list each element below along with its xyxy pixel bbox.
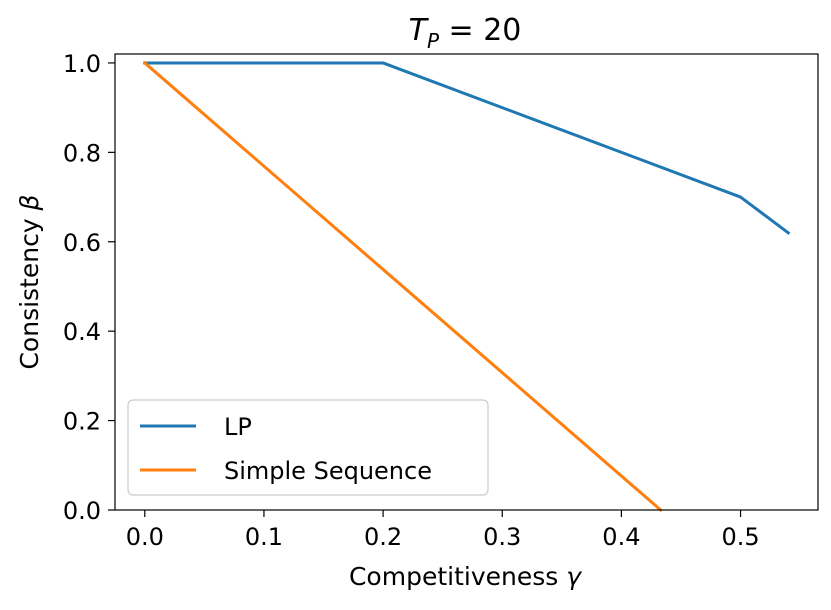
x-axis-label-text: Competitiveness (349, 562, 566, 591)
x-axis-label: Competitiveness γ (349, 562, 582, 591)
y-tick-label: 1.0 (63, 50, 101, 78)
plot-area-frame (114, 53, 819, 511)
y-tick-label: 0.6 (63, 229, 101, 257)
title-rest: = 20 (439, 13, 521, 48)
title-symbol: T (409, 13, 430, 48)
x-axis-label-symbol: γ (566, 562, 582, 591)
x-tick-label: 0.3 (483, 523, 521, 551)
x-tick-label: 0.5 (721, 523, 759, 551)
series-line-1 (142, 60, 663, 513)
y-axis-label-symbol: β (15, 194, 44, 211)
y-axis-label: Consistency β (15, 194, 44, 369)
legend-label: Simple Sequence (224, 457, 432, 485)
title-subscript: P (427, 29, 440, 53)
y-tick-label: 0.0 (63, 497, 101, 525)
series-lines (142, 60, 791, 513)
y-tick-label: 0.8 (63, 139, 101, 167)
legend-box (127, 399, 489, 496)
y-axis-label-text: Consistency (15, 210, 44, 369)
series-line-0 (143, 61, 791, 235)
x-tick-label: 0.2 (364, 523, 402, 551)
y-tick-label: 0.2 (63, 408, 101, 436)
y-tick-label: 0.4 (63, 318, 101, 346)
x-tick-label: 0.0 (126, 523, 164, 551)
x-tick-label: 0.4 (602, 523, 640, 551)
x-tick-label: 0.1 (245, 523, 283, 551)
axis-ticks: 0.0 0.1 0.2 0.3 0.4 0.5 0.0 0.2 0.4 0.6 0.8 1.0 (63, 50, 760, 551)
legend-label: LP (224, 413, 252, 441)
legend: LP Simple Sequence (127, 399, 489, 496)
chart-title: TP = 20 (409, 13, 522, 53)
